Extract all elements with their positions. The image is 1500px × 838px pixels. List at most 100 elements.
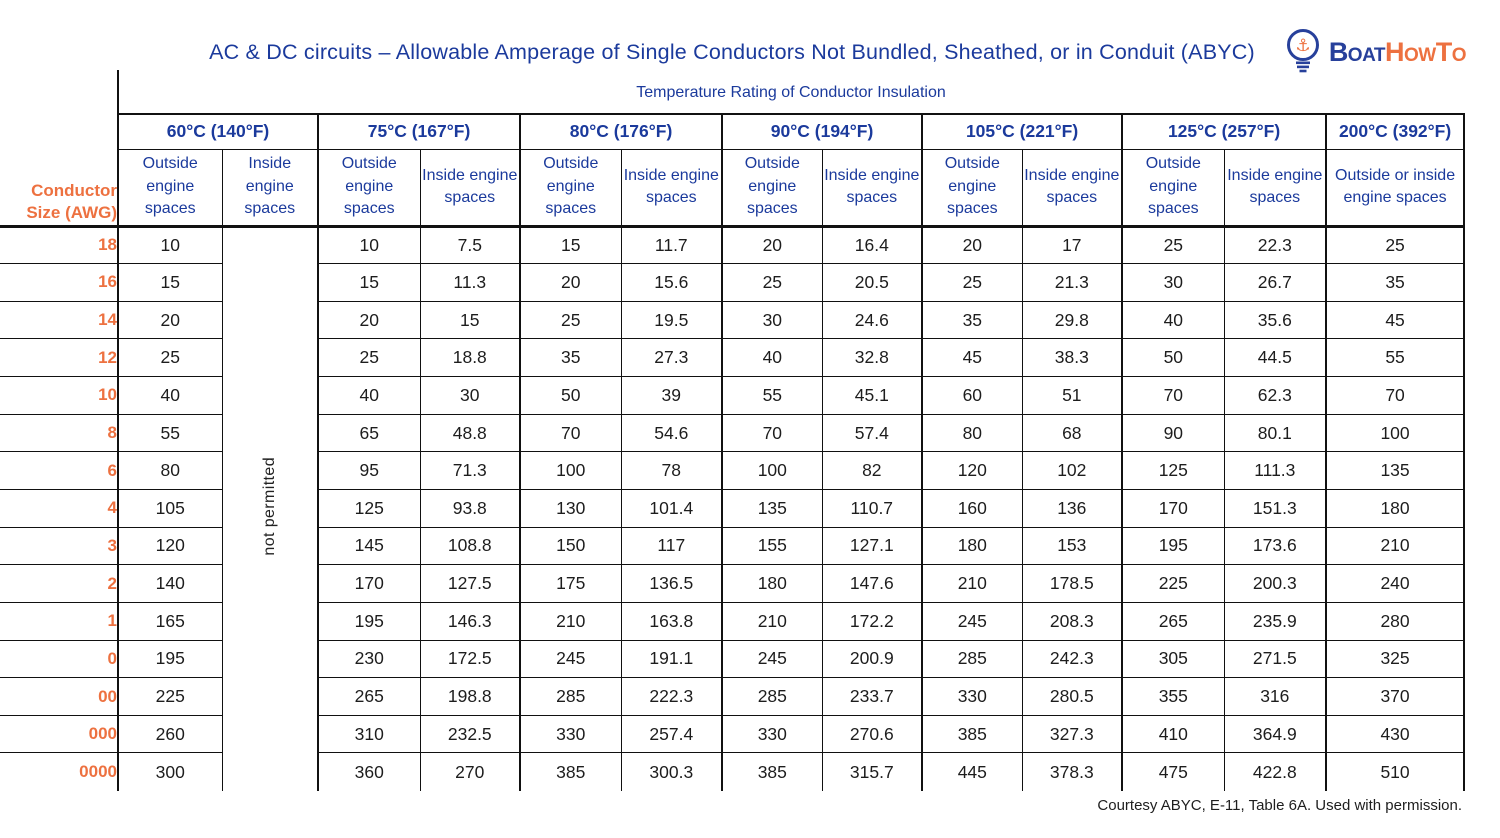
amperage-cell: 15 (317, 263, 421, 302)
amperage-cell: 78 (620, 451, 723, 490)
sub-header: Outside engine spaces (117, 149, 222, 228)
amperage-cell: 170 (1121, 489, 1225, 528)
amperage-cell: 45.1 (821, 376, 923, 415)
amperage-cell: 117 (620, 527, 723, 566)
awg-size-cell: 0000 (0, 752, 119, 791)
amperage-cell: 100 (1325, 414, 1466, 453)
amperage-cell: 257.4 (620, 715, 723, 754)
amperage-cell: 25 (317, 338, 421, 378)
amperage-cell: 62.3 (1223, 376, 1327, 415)
amperage-cell: 125 (317, 489, 421, 528)
sub-header: Inside engine spaces (620, 149, 723, 228)
amperage-cell: 364.9 (1223, 715, 1327, 754)
amperage-cell: 130 (519, 489, 622, 528)
awg-size-cell: 0 (0, 640, 119, 679)
amperage-cell: 45 (1325, 301, 1466, 340)
amperage-cell: 430 (1325, 715, 1466, 754)
amperage-cell: 285 (921, 640, 1023, 679)
sub-header: Inside engine spaces (419, 149, 521, 228)
amperage-cell: 93.8 (419, 489, 521, 528)
amperage-cell: 57.4 (821, 414, 923, 453)
awg-size-cell: 000 (0, 715, 119, 754)
amperage-cell: 385 (519, 752, 622, 791)
amperage-cell: 198.8 (419, 677, 521, 716)
awg-size-cell: 1 (0, 602, 119, 641)
logo-word-howto: HowTo (1385, 36, 1466, 67)
amperage-table: Conductor Size (AWG) 60°C (140°F) 75°C (16… (0, 113, 1466, 791)
awg-size-cell: 12 (0, 338, 119, 378)
amperage-cell: 125 (1121, 451, 1225, 490)
amperage-cell: 245 (721, 640, 823, 679)
amperage-cell: 151.3 (1223, 489, 1327, 528)
awg-size-cell: 2 (0, 564, 119, 603)
amperage-cell: 15.6 (620, 263, 723, 302)
amperage-cell: 300.3 (620, 752, 723, 791)
amperage-cell: 82 (821, 451, 923, 490)
not-permitted-cell: not permitted (221, 226, 319, 791)
amperage-cell: 120 (921, 451, 1023, 490)
amperage-cell: 25 (921, 263, 1023, 302)
amperage-cell: 163.8 (620, 602, 723, 641)
lightbulb-anchor-icon: ⚓ (1286, 29, 1319, 73)
amperage-cell: 180 (921, 527, 1023, 566)
amperage-cell: 39 (620, 376, 723, 415)
logo-text: BoatHowTo (1329, 36, 1467, 67)
amperage-cell: 280 (1325, 602, 1466, 641)
amperage-cell: 305 (1121, 640, 1225, 679)
amperage-cell: 330 (921, 677, 1023, 716)
table-row: 8 55 65 48.8 70 54.6 70 57.4 80 68 90 80.1 100 (0, 414, 1466, 453)
amperage-cell: 32.8 (821, 338, 923, 378)
amperage-cell: 327.3 (1021, 715, 1123, 754)
amperage-cell: 10 (117, 226, 222, 265)
temp-header: 60°C (140°F) (116, 113, 319, 150)
amperage-cell: 70 (721, 414, 823, 453)
amperage-cell: 21.3 (1021, 263, 1123, 302)
amperage-cell: 16.4 (821, 226, 923, 265)
sub-header: Inside engine spaces (221, 149, 319, 228)
temp-header: 80°C (176°F) (519, 113, 723, 150)
amperage-cell: 101.4 (620, 489, 723, 528)
amperage-cell: 25 (117, 338, 222, 378)
amperage-cell: 20 (117, 301, 222, 340)
table-row: 6 80 95 71.3 100 78 100 82 120 102 125 111.3 135 (0, 451, 1466, 490)
amperage-cell: 20 (921, 226, 1023, 265)
temp-header: 125°C (257°F) (1121, 113, 1327, 150)
amperage-cell: 26.7 (1223, 263, 1327, 302)
temp-header: 200°C (392°F) (1325, 113, 1466, 150)
amperage-cell: 44.5 (1223, 338, 1327, 378)
amperage-cell: 195 (1121, 527, 1225, 566)
temp-header: 90°C (194°F) (721, 113, 923, 150)
svg-text:⚓: ⚓ (1295, 36, 1310, 56)
amperage-cell: 230 (317, 640, 421, 679)
amperage-cell: 233.7 (821, 677, 923, 716)
amperage-cell: 200.3 (1223, 564, 1327, 603)
amperage-cell: 35 (519, 338, 622, 378)
amperage-cell: 105 (117, 489, 222, 528)
left-border-stub (117, 70, 119, 114)
amperage-cell: 245 (921, 602, 1023, 641)
table-row: 2 140 170 127.5 175 136.5 180 147.6 210 178.5 225 2… (0, 564, 1466, 603)
amperage-cell: 147.6 (821, 564, 923, 603)
sub-header: Outside engine spaces (921, 149, 1023, 228)
amperage-cell: 38.3 (1021, 338, 1123, 378)
amperage-cell: 271.5 (1223, 640, 1327, 679)
amperage-cell: 260 (117, 715, 222, 754)
amperage-cell: 510 (1325, 752, 1466, 791)
amperage-cell: 40 (117, 376, 222, 415)
amperage-cell: 111.3 (1223, 451, 1327, 490)
amperage-cell: 15 (419, 301, 521, 340)
amperage-cell: 316 (1223, 677, 1327, 716)
table-row: 16 15 15 11.3 20 15.6 25 20.5 25 21.3 30 26.7 35 (0, 263, 1466, 302)
sub-header: Inside engine spaces (1223, 149, 1327, 228)
sub-header: Outside or inside engine spaces (1325, 149, 1466, 228)
amperage-cell: 200.9 (821, 640, 923, 679)
amperage-cell: 165 (117, 602, 222, 641)
boathowto-logo: ⚓ BoatHowTo (1282, 27, 1466, 77)
amperage-cell: 210 (921, 564, 1023, 603)
amperage-cell: 422.8 (1223, 752, 1327, 791)
table-row: 14 20 20 15 25 19.5 30 24.6 35 29.8 40 35.6 45 (0, 301, 1466, 340)
amperage-cell: 50 (519, 376, 622, 415)
amperage-cell: 285 (721, 677, 823, 716)
amperage-cell: 180 (721, 564, 823, 603)
amperage-cell: 173.6 (1223, 527, 1327, 566)
